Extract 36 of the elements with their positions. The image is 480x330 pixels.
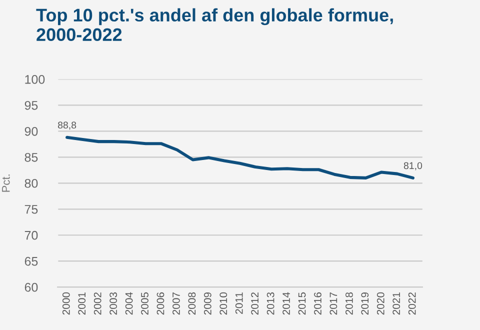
x-tick-label: 2015 bbox=[298, 292, 306, 315]
x-tick-label: 2017 bbox=[330, 292, 338, 315]
x-tick-label: 2010 bbox=[220, 292, 228, 315]
y-tick-label: 60 bbox=[24, 282, 38, 292]
x-tick-label: 2019 bbox=[361, 292, 369, 315]
x-tick-label: 2000 bbox=[62, 292, 70, 315]
data-label: 81,0 bbox=[404, 162, 422, 170]
x-tick-label: 2022 bbox=[408, 292, 416, 315]
y-tick-label: 65 bbox=[24, 256, 38, 266]
x-tick-label: 2018 bbox=[345, 292, 353, 315]
x-tick-label: 2020 bbox=[376, 292, 384, 315]
x-tick-label: 2016 bbox=[314, 292, 322, 315]
x-tick-label: 2014 bbox=[282, 292, 290, 315]
y-axis-title: Pct. bbox=[2, 174, 10, 192]
x-tick-label: 2011 bbox=[235, 292, 243, 314]
y-tick-label: 95 bbox=[24, 100, 38, 110]
y-tick-label: 85 bbox=[24, 152, 38, 162]
y-tick-label: 90 bbox=[24, 126, 38, 136]
y-tick-label: 80 bbox=[24, 178, 38, 188]
x-tick-label: 2008 bbox=[188, 292, 196, 315]
data-label: 88,8 bbox=[58, 122, 76, 130]
y-tick-label: 70 bbox=[24, 230, 38, 240]
y-tick-label: 75 bbox=[24, 205, 38, 214]
x-tick-label: 2007 bbox=[172, 292, 180, 315]
x-tick-label: 2001 bbox=[78, 292, 86, 315]
x-tick-label: 2005 bbox=[141, 292, 148, 315]
x-tick-label: 2003 bbox=[110, 292, 118, 315]
x-tick-label: 2002 bbox=[94, 292, 102, 315]
x-tick-label: 2012 bbox=[251, 292, 259, 315]
x-tick-label: 2006 bbox=[156, 292, 164, 315]
x-tick-label: 2021 bbox=[392, 292, 400, 315]
chart-title: Top 10 pct.'s andel af den globale formue, 2000-2022 bbox=[36, 8, 393, 42]
x-tick-label: 2009 bbox=[204, 292, 212, 315]
x-tick-label: 2013 bbox=[266, 292, 274, 315]
x-tick-label: 2004 bbox=[125, 292, 133, 315]
y-tick-label: 100 bbox=[25, 75, 45, 84]
